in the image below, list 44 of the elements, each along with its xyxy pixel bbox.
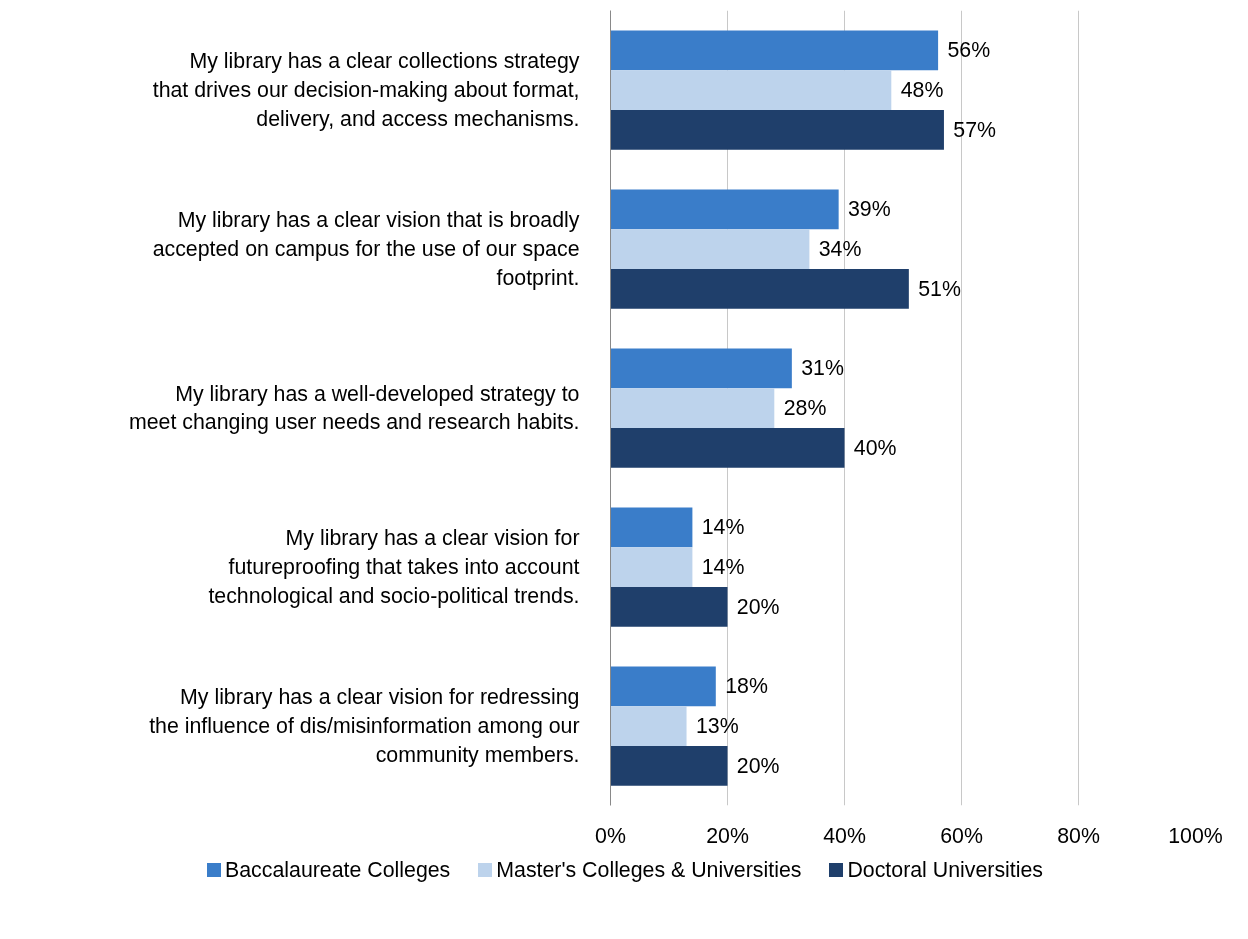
bar	[610, 268, 909, 309]
bar	[610, 507, 693, 548]
bar	[610, 348, 792, 389]
y-tick-label: My library has a clear collections strategy that drives our decision-making about format, delivery, and access mechanisms.	[152, 49, 580, 131]
y-tick-label: My library has a clear vision that is broadly accepted on campus for the use of our space footprint.	[152, 208, 580, 290]
bar	[610, 109, 944, 150]
bar	[610, 30, 939, 71]
bar	[610, 706, 687, 746]
bar	[610, 547, 693, 587]
bar	[610, 189, 839, 230]
data-label: 13%	[695, 714, 739, 738]
data-label: 34%	[818, 237, 862, 261]
legend-label: Master's Colleges & Universities	[496, 857, 802, 884]
data-label: 57%	[953, 117, 997, 142]
x-tick-label: 80%	[1057, 823, 1100, 848]
bar	[610, 586, 728, 627]
y-tick-label: My library has a clear vision for futureproofing that takes into account technological and socio-political trends.	[208, 526, 580, 608]
data-label: 40%	[853, 435, 897, 460]
data-label: 48%	[900, 78, 944, 102]
data-label: 31%	[801, 356, 844, 381]
data-label: 51%	[918, 276, 961, 301]
data-label: 39%	[848, 197, 891, 222]
bar	[610, 70, 892, 110]
y-tick-label: My library has a well-developed strategy to meet changing user needs and research habits.	[128, 381, 580, 435]
data-label: 14%	[701, 555, 745, 579]
y-tick-label: My library has a clear vision for redressing the influence of dis/misinformation among our community members.	[149, 685, 580, 767]
data-label: 20%	[736, 753, 780, 778]
bar	[610, 666, 716, 707]
legend-label: Baccalaureate Colleges	[225, 857, 451, 884]
data-label: 20%	[736, 594, 780, 619]
x-tick-label: 100%	[1168, 823, 1223, 848]
data-label: 14%	[701, 515, 745, 540]
data-label: 28%	[783, 396, 827, 420]
bar	[610, 388, 775, 428]
x-tick-label: 0%	[595, 823, 626, 848]
bar	[610, 427, 845, 468]
data-label: 18%	[725, 674, 768, 699]
bar	[610, 745, 728, 786]
data-label: 56%	[947, 38, 991, 63]
legend-label: Doctoral Universities	[847, 857, 1043, 884]
x-tick-label: 20%	[706, 823, 749, 848]
bar	[610, 229, 810, 269]
x-tick-label: 60%	[940, 823, 983, 848]
x-tick-label: 40%	[823, 823, 866, 848]
